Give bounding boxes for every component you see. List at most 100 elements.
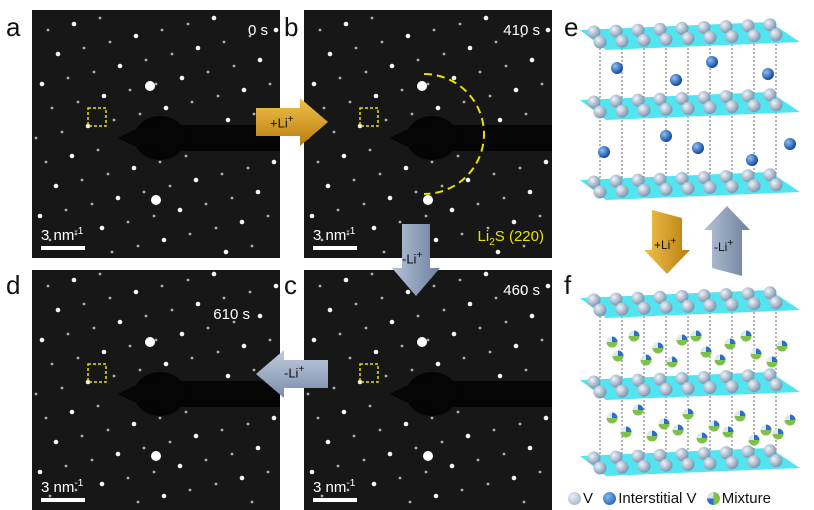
panel-label-e: e (564, 12, 579, 42)
diffraction-spot (206, 326, 210, 330)
diffraction-spot (193, 177, 199, 183)
diffraction-spot (430, 160, 434, 164)
diffraction-spot (138, 112, 142, 116)
mixture-atom (696, 432, 708, 444)
diffraction-spot (513, 343, 519, 349)
beam-stop (390, 116, 552, 160)
diffraction-spot (115, 451, 121, 457)
strong-spot (417, 81, 427, 91)
diffraction-spot (255, 189, 261, 195)
v-atom (653, 172, 667, 186)
diffraction-spot (522, 500, 526, 504)
diffraction-spot (527, 445, 533, 451)
legend-mixture-text: Mixture (721, 490, 771, 507)
arrow-ef-up-text: -Li (714, 240, 728, 254)
diffraction-spot (230, 452, 234, 456)
v-atom (593, 385, 607, 399)
arrow-cd-text: -Li (284, 365, 299, 381)
mixture-atom-icon (706, 492, 720, 505)
diffraction-spot (50, 106, 54, 110)
diffraction-spot (101, 93, 107, 99)
arrow-left-delithiation (256, 350, 328, 398)
diffraction-spot (511, 475, 517, 481)
diffraction-spot (483, 15, 489, 21)
diffraction-spot (336, 464, 340, 468)
diffraction-pattern-a (34, 15, 280, 255)
diffraction-spot (101, 349, 107, 355)
diffraction-spot (74, 488, 78, 492)
diffraction-spot (476, 458, 480, 462)
diffraction-spot (432, 28, 436, 32)
crystal-structure-diagram (580, 18, 800, 476)
diffraction-spot (320, 238, 324, 242)
scale-bar-d: 3 nm-1 (41, 478, 85, 502)
diffraction-spot (348, 356, 352, 360)
scale-bar-c: 3 nm-1 (313, 478, 357, 502)
diffraction-spot (214, 482, 218, 486)
scale-bar-line-d (41, 498, 85, 502)
v-atom (703, 457, 717, 470)
diffraction-spot (92, 326, 96, 330)
diffraction-spot (341, 409, 347, 415)
diffraction-spot (486, 482, 490, 486)
v-atom (593, 35, 607, 49)
v-atom (609, 292, 623, 306)
diffraction-pattern-b (306, 15, 552, 255)
diffraction-spot (248, 290, 252, 294)
diffraction-spot (502, 452, 506, 456)
marker-box (359, 363, 379, 383)
arrow-ef-down-label: +Li+ (654, 236, 676, 252)
diffraction-spot (456, 410, 460, 414)
arrow-ef-up-label: -Li+ (714, 238, 733, 254)
v-atom (681, 299, 695, 313)
v-atom (697, 91, 711, 104)
diffraction-spot (225, 373, 231, 379)
v-atom (741, 89, 755, 103)
diffraction-spot (273, 27, 279, 33)
v-atom (593, 105, 607, 119)
mixture-atom (714, 354, 726, 366)
diffraction-spot (449, 463, 455, 469)
diffraction-spot (66, 332, 70, 336)
diffraction-spot (488, 350, 492, 354)
diffraction-spot (257, 57, 263, 63)
diffraction-spot (368, 404, 372, 408)
diffraction-spot (410, 112, 414, 116)
mixture-atom (734, 410, 746, 422)
v-atom (725, 180, 739, 194)
diffraction-spot (465, 433, 471, 439)
v-atom (769, 98, 783, 112)
mixture-atom (722, 426, 734, 438)
mixture-atom (748, 434, 760, 446)
diffraction-spot (348, 100, 352, 104)
v-atom (637, 383, 651, 397)
diffraction-spot (177, 207, 183, 213)
diffraction-spot (320, 494, 324, 498)
v-atom (637, 183, 651, 197)
diffraction-spot (343, 21, 349, 27)
v-atom (653, 372, 667, 386)
diffraction-spot (318, 284, 322, 288)
diffraction-spot (50, 362, 54, 366)
diffraction-panel-d: 610 s 3 nm-1 (32, 270, 280, 510)
diffraction-spot (462, 356, 466, 360)
diffraction-spot (126, 476, 130, 480)
v-atom (763, 18, 777, 32)
diffraction-spot (460, 488, 464, 492)
panel-label-b: b (284, 12, 299, 42)
arrow-down-delithiation (392, 224, 440, 296)
interstitial-v-atom (598, 146, 610, 158)
diffraction-spot (520, 290, 524, 294)
diffraction-spot (540, 82, 544, 86)
diffraction-spot (370, 16, 374, 20)
diffraction-spot (206, 70, 210, 74)
diffraction-spot (246, 166, 250, 170)
diffraction-spot (34, 392, 38, 396)
diffraction-spot (311, 81, 317, 87)
diffraction-spot (398, 220, 402, 224)
diffraction-spot (144, 314, 148, 318)
mixture-atom (606, 336, 618, 348)
v-atom (741, 169, 755, 183)
interstitial-v-atom (692, 142, 704, 154)
diffraction-spot (440, 184, 444, 188)
